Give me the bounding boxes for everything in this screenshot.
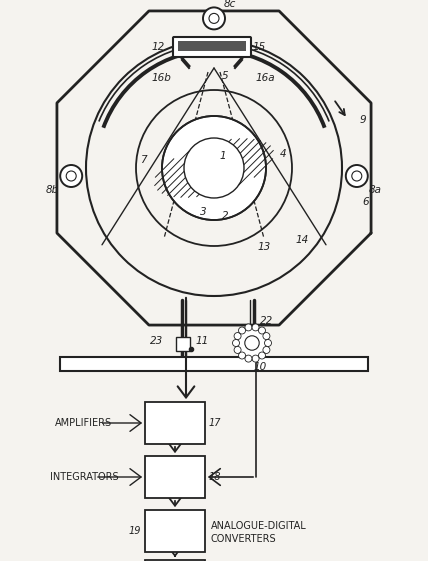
Text: INTEGRATORS: INTEGRATORS [50,472,119,482]
Circle shape [252,324,259,331]
Bar [145,510,205,552]
Circle shape [245,324,252,331]
Circle shape [203,7,225,29]
Circle shape [252,355,259,362]
Text: 10: 10 [254,362,267,372]
Circle shape [245,355,252,362]
Text: 22: 22 [260,316,273,326]
Text: 23: 23 [150,336,163,346]
FancyBboxPatch shape [173,37,251,57]
Circle shape [245,336,259,350]
Circle shape [232,339,240,347]
Text: CONVERTERS: CONVERTERS [211,534,276,544]
Text: 19: 19 [129,526,142,536]
Text: 15: 15 [253,42,266,52]
Circle shape [238,352,246,359]
Circle shape [263,347,270,353]
Text: AMPLIFIERS: AMPLIFIERS [55,418,112,428]
Text: 7: 7 [140,155,147,165]
Circle shape [259,352,265,359]
Text: 6: 6 [362,197,369,207]
Text: 14: 14 [296,234,309,245]
Text: 13: 13 [258,242,271,252]
Text: 12: 12 [152,42,165,52]
Circle shape [66,171,76,181]
Text: 4: 4 [280,149,287,159]
Text: 3: 3 [200,207,207,217]
Text: 5: 5 [222,71,229,81]
Text: 8b: 8b [45,185,59,195]
Circle shape [238,327,246,334]
Circle shape [234,333,241,339]
Text: 8a: 8a [369,185,382,195]
Text: 2: 2 [222,211,229,221]
Circle shape [184,138,244,198]
Circle shape [263,333,270,339]
Text: 9: 9 [360,115,367,125]
Circle shape [259,327,265,334]
Bar [145,402,205,444]
Text: 11: 11 [196,336,209,346]
Text: ANALOGUE-DIGITAL: ANALOGUE-DIGITAL [211,521,307,531]
Circle shape [352,171,362,181]
Bar [176,337,190,351]
Text: 8c: 8c [224,0,236,10]
Circle shape [209,13,219,24]
Bar [60,357,368,371]
Bar [145,560,205,561]
Circle shape [236,327,268,359]
Circle shape [234,347,241,353]
Text: 1: 1 [220,151,226,161]
Circle shape [346,165,368,187]
Text: 18: 18 [209,472,222,482]
Circle shape [265,339,271,347]
Text: 17: 17 [209,418,222,428]
Text: 16b: 16b [152,73,172,83]
Bar [145,456,205,498]
Circle shape [162,116,266,220]
Bar [178,41,246,51]
Circle shape [60,165,82,187]
Text: 16a: 16a [256,73,276,83]
